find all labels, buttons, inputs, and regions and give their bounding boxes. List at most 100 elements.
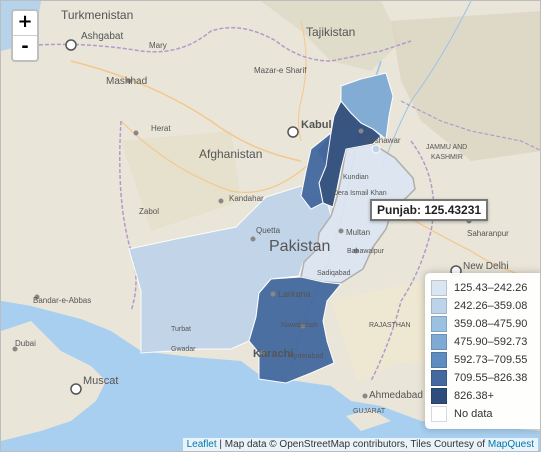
legend-item: 125.43–242.26 — [431, 279, 538, 297]
map-label-bandar: Bandar-e-Abbas — [33, 296, 91, 305]
map-label-muscat: Muscat — [83, 375, 118, 387]
legend-label: 709.55–826.38 — [454, 372, 528, 384]
legend-item: 592.73–709.55 — [431, 351, 538, 369]
map-label-rajasthan: RAJASTHAN — [369, 322, 411, 329]
city-marker — [358, 128, 364, 134]
city-marker — [218, 198, 224, 204]
city-marker — [300, 323, 306, 329]
region-balochistan[interactable] — [128, 185, 332, 354]
map-label-zabol: Zabol — [139, 207, 159, 216]
legend-item: No data — [431, 405, 538, 423]
map-label-quetta: Quetta — [256, 226, 281, 235]
border-line — [119, 120, 137, 312]
arabian-sea — [1, 301, 540, 451]
map-label-mashhad: Mashhad — [106, 76, 147, 87]
legend-swatch — [431, 370, 447, 386]
legend-swatch — [431, 316, 447, 332]
mountain-terrain — [261, 1, 401, 71]
legend-label: 359.08–475.90 — [454, 318, 528, 330]
map-label-kandahar: Kandahar — [229, 194, 264, 203]
map-label-kundian: Kundian — [343, 174, 369, 181]
map-label-bahawalpur: Bahawalpur — [347, 248, 385, 255]
attribution-text: | Map data © OpenStreetMap contributors,… — [216, 439, 488, 450]
region-punjab[interactable] — [300, 143, 416, 284]
zoom-control: + - — [11, 9, 39, 62]
zoom-in-button[interactable]: + — [13, 11, 37, 36]
map-label-nawabshah: Nawabshah — [281, 322, 318, 329]
road — [120, 120, 332, 193]
map-label-ashgabat: Ashgabat — [81, 31, 123, 42]
choropleth-legend: 125.43–242.26 242.26–359.08 359.08–475.9… — [425, 273, 540, 429]
map-label-new-delhi: New Delhi — [463, 261, 509, 272]
legend-item: 709.55–826.38 — [431, 369, 538, 387]
city-marker — [353, 248, 359, 254]
map-label-gwadar: Gwadar — [171, 346, 196, 353]
legend-label: 242.26–359.08 — [454, 300, 528, 312]
map-label-kashmir: KASHMIR — [431, 154, 463, 161]
map-label-ismail: Dera Ismail Khan — [333, 190, 387, 197]
map-label-hyderabad: Hyderabad — [289, 353, 323, 360]
region-tooltip: Punjab: 125.43231 — [370, 199, 489, 221]
legend-item: 359.08–475.90 — [431, 315, 538, 333]
kathiawar-land — [346, 409, 391, 431]
map-label-gujarat: GUJARAT — [353, 408, 386, 415]
border-line — [20, 26, 412, 62]
capital-marker-muscat — [70, 383, 82, 395]
region-islamabad[interactable] — [371, 144, 381, 154]
desert-terrain — [121, 131, 241, 231]
map-label-turkmenistan: Turkmenistan — [61, 8, 133, 22]
map-label-saharanpur: Saharanpur — [467, 229, 509, 238]
legend-item: 242.26–359.08 — [431, 297, 538, 315]
region-gilgit[interactable] — [340, 72, 394, 140]
legend-label: 125.43–242.26 — [454, 282, 528, 294]
city-marker — [133, 130, 139, 136]
map-label-pakistan: Pakistan — [269, 238, 330, 255]
map-label-mary: Mary — [149, 41, 167, 50]
map-label-turbat: Turbat — [171, 326, 191, 333]
map-label-karachi: Karachi — [253, 348, 293, 360]
map-label-sadiqabad: Sadiqabad — [317, 270, 351, 277]
legend-swatch — [431, 406, 447, 422]
map-label-kabul: Kabul — [301, 119, 332, 131]
city-marker — [250, 236, 256, 242]
legend-swatch — [431, 352, 447, 368]
city-marker — [338, 228, 344, 234]
legend-label: No data — [454, 408, 493, 420]
region-sindh[interactable] — [248, 276, 342, 384]
city-marker — [270, 291, 276, 297]
map-label-ahmedabad: Ahmedabad — [369, 390, 423, 401]
map-label-peshawar: Peshawar — [365, 136, 401, 145]
map-label-afghanistan: Afghanistan — [199, 147, 262, 161]
mapquest-link[interactable]: MapQuest — [487, 439, 534, 450]
zoom-out-button[interactable]: - — [21, 36, 29, 57]
city-marker — [12, 346, 18, 352]
map-label-multan: Multan — [346, 228, 370, 237]
leaflet-link[interactable]: Leaflet — [186, 439, 217, 450]
map-label-dubai: Dubai — [15, 339, 36, 348]
legend-item: 475.90–592.73 — [431, 333, 538, 351]
city-marker — [362, 393, 368, 399]
city-marker — [260, 350, 266, 356]
road — [70, 60, 302, 162]
river — [380, 1, 472, 172]
map-label-tajikistan: Tajikistan — [306, 25, 355, 39]
oman-land — [1, 321, 106, 441]
map-label-mazar: Mazar-e Sharif — [254, 66, 307, 75]
legend-label: 475.90–592.73 — [454, 336, 528, 348]
road — [298, 20, 307, 142]
attribution: Leaflet | Map data © OpenStreetMap contr… — [182, 438, 538, 451]
border-line — [370, 140, 435, 382]
legend-label: 592.73–709.55 — [454, 354, 528, 366]
region-fata[interactable] — [300, 131, 332, 210]
legend-swatch — [431, 280, 447, 296]
city-marker — [126, 78, 132, 84]
legend-item: 826.38+ — [431, 387, 538, 405]
legend-swatch — [431, 388, 447, 404]
map-label-larkana: Larkana — [278, 289, 311, 299]
legend-swatch — [431, 334, 447, 350]
mountain-terrain — [391, 11, 540, 161]
city-marker — [34, 294, 40, 300]
map-label-herat: Herat — [151, 124, 171, 133]
map-label-jammu: JAMMU AND — [426, 144, 467, 151]
